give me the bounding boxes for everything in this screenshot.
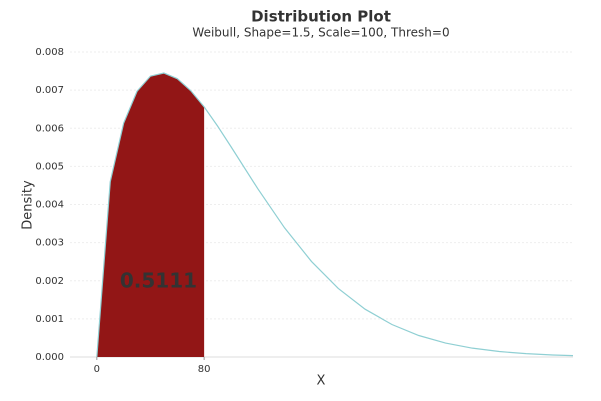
- y-axis-label: Density: [21, 180, 36, 230]
- chart-subtitle: Weibull, Shape=1.5, Scale=100, Thresh=0: [192, 26, 449, 40]
- y-tick-label: 0.004: [35, 200, 64, 211]
- y-tick-label: 0.001: [35, 314, 64, 325]
- x-axis-label: X: [317, 374, 326, 389]
- y-tick-label: 0.000: [35, 352, 64, 363]
- y-tick-label: 0.006: [35, 123, 64, 134]
- y-tick-label: 0.007: [35, 85, 64, 96]
- x-tick-label: 80: [198, 364, 211, 375]
- x-tick-label: 0: [94, 364, 100, 375]
- density-curve: [96, 72, 574, 358]
- shaded-area: [96, 73, 205, 358]
- chart-title: Distribution Plot: [251, 8, 391, 26]
- y-tick-label: 0.005: [35, 161, 64, 172]
- y-tick-label: 0.003: [35, 238, 64, 249]
- y-tick-label: 0.002: [35, 276, 64, 287]
- area-probability-label: 0.5111: [120, 269, 197, 293]
- y-tick-label: 0.008: [35, 47, 64, 58]
